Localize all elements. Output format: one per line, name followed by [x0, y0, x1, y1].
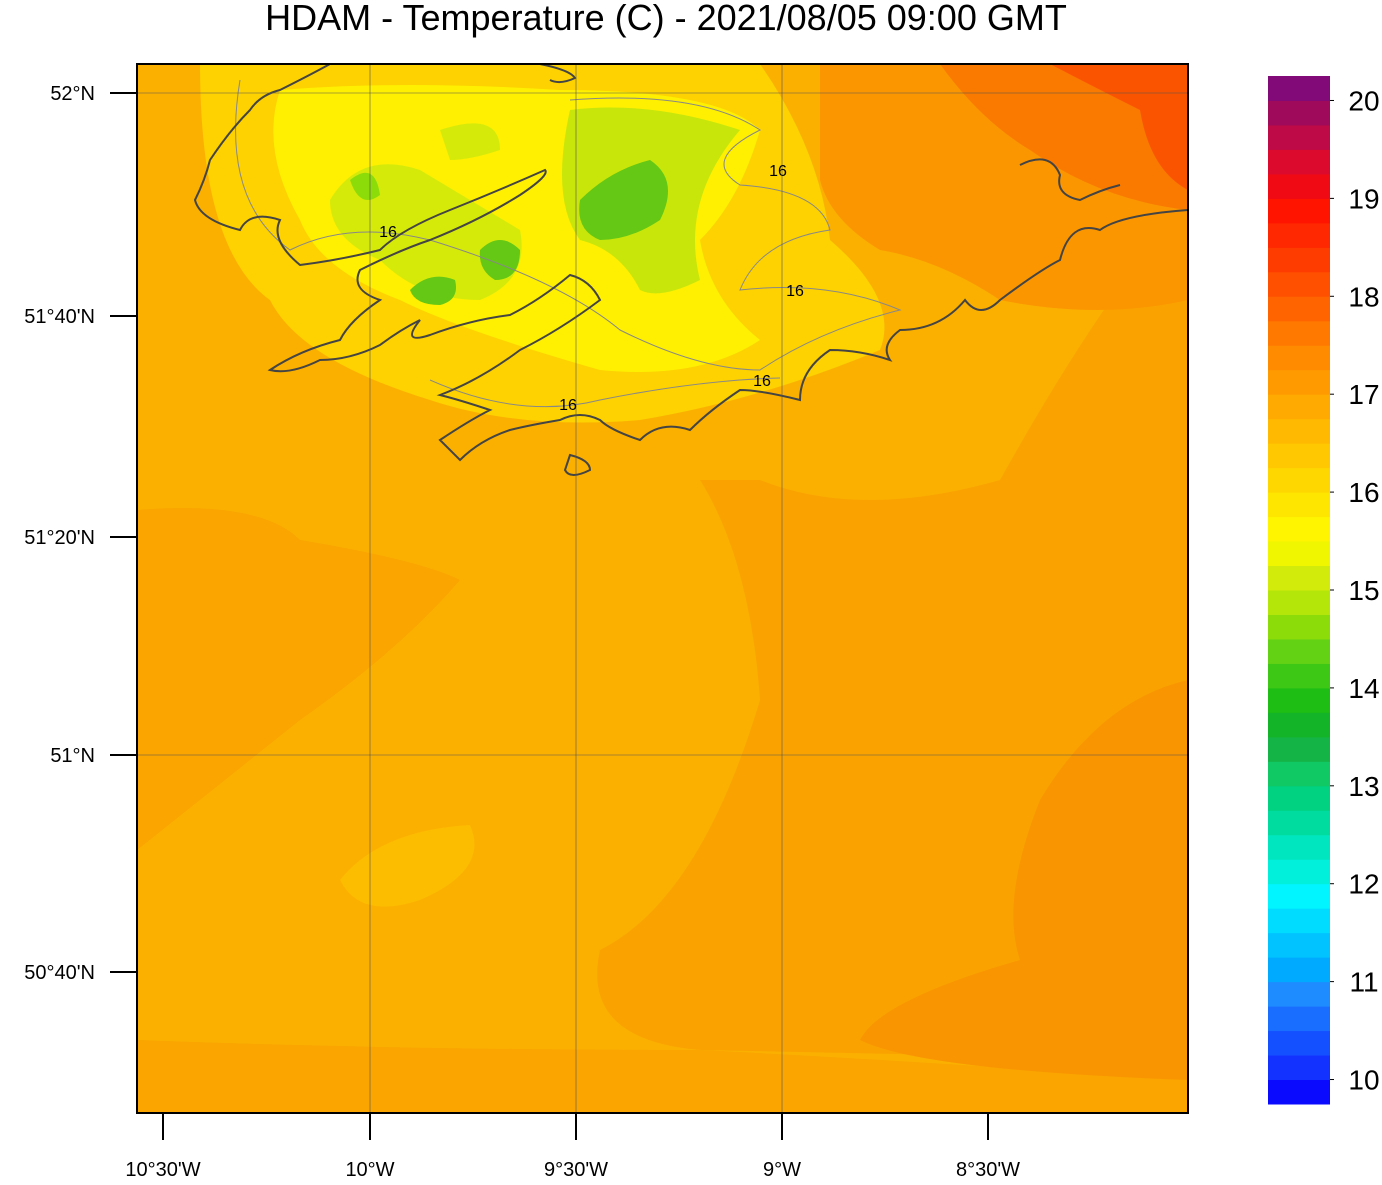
lat-label: 51°40'N	[24, 306, 95, 328]
lon-label: 10°30'W	[125, 1159, 200, 1180]
contour-label: 16	[753, 373, 771, 390]
colorbar-label: 13	[1348, 771, 1379, 802]
colorbar-label: 19	[1348, 183, 1379, 214]
colorbar-swatch	[1268, 957, 1330, 983]
colorbar-swatch	[1268, 687, 1330, 713]
lat-label: 50°40'N	[24, 962, 95, 984]
lat-label: 51°20'N	[24, 527, 95, 549]
lon-label: 8°30'W	[956, 1159, 1020, 1180]
colorbar-swatch	[1268, 981, 1330, 1007]
colorbar-label: 15	[1348, 575, 1379, 606]
colorbar-label: 18	[1348, 281, 1379, 312]
colorbar-swatch	[1268, 736, 1330, 762]
colorbar-label: 10	[1348, 1065, 1379, 1096]
colorbar-swatch	[1268, 418, 1330, 444]
colorbar-label: 14	[1348, 673, 1379, 704]
colorbar-swatch	[1268, 369, 1330, 395]
colorbar-swatch	[1268, 394, 1330, 420]
contour-label: 16	[786, 283, 804, 300]
colorbar-swatch	[1268, 785, 1330, 811]
title: HDAM - Temperature (C) - 2021/08/05 09:0…	[265, 0, 1067, 38]
colorbar-swatch	[1268, 222, 1330, 248]
colorbar-swatch	[1268, 296, 1330, 322]
colorbar-swatch	[1268, 810, 1330, 836]
colorbar-swatch	[1268, 149, 1330, 175]
colorbar-swatch	[1268, 1055, 1330, 1081]
colorbar-swatch	[1268, 492, 1330, 518]
temperature-field	[137, 64, 1188, 1113]
colorbar-label: 16	[1348, 477, 1379, 508]
colorbar-swatch	[1268, 761, 1330, 787]
colorbar-swatch	[1268, 663, 1330, 689]
colorbar-swatch	[1268, 320, 1330, 346]
colorbar-swatch	[1268, 1006, 1330, 1032]
contour-label: 16	[379, 224, 397, 241]
colorbar-swatch	[1268, 247, 1330, 273]
colorbar-swatch	[1268, 908, 1330, 934]
colorbar-label: 12	[1348, 869, 1379, 900]
colorbar-swatch	[1268, 614, 1330, 640]
colorbar-swatch	[1268, 173, 1330, 199]
lon-label: 9°W	[763, 1159, 801, 1180]
colorbar-swatch	[1268, 834, 1330, 860]
graticule	[137, 64, 1188, 1113]
colorbar-swatch	[1268, 516, 1330, 542]
lon-label: 10°W	[345, 1159, 394, 1180]
colorbar-label: 17	[1348, 379, 1379, 410]
colorbar-swatch	[1268, 859, 1330, 885]
colorbar-swatch	[1268, 271, 1330, 297]
colorbar-swatch	[1268, 638, 1330, 664]
colorbar-swatch	[1268, 443, 1330, 469]
colorbar-swatch	[1268, 883, 1330, 909]
contour-label: 16	[769, 163, 787, 180]
colorbar-swatch	[1268, 541, 1330, 567]
colorbar-label: 20	[1348, 85, 1379, 116]
coastline	[193, 64, 1188, 476]
colorbar-swatch	[1268, 100, 1330, 126]
colorbar-swatch	[1268, 590, 1330, 615]
colorbar-swatch	[1268, 198, 1330, 224]
colorbar-swatch	[1268, 1030, 1330, 1056]
colorbar-swatch	[1268, 712, 1330, 738]
colorbar-label: 11	[1349, 967, 1378, 998]
colorbar-swatch	[1268, 565, 1330, 591]
colorbar-swatch	[1268, 76, 1330, 101]
lat-label: 51°N	[50, 745, 95, 767]
colorbar-swatch	[1268, 1079, 1330, 1105]
colorbar-swatch	[1268, 467, 1330, 493]
colorbar-swatch	[1268, 124, 1330, 150]
contour-label: 16	[559, 397, 577, 414]
lon-label: 9°30'W	[544, 1159, 608, 1180]
colorbar-swatch	[1268, 932, 1330, 958]
lat-label: 52°N	[50, 83, 95, 105]
colorbar-swatch	[1268, 345, 1330, 371]
plot-frame	[136, 63, 1189, 1114]
